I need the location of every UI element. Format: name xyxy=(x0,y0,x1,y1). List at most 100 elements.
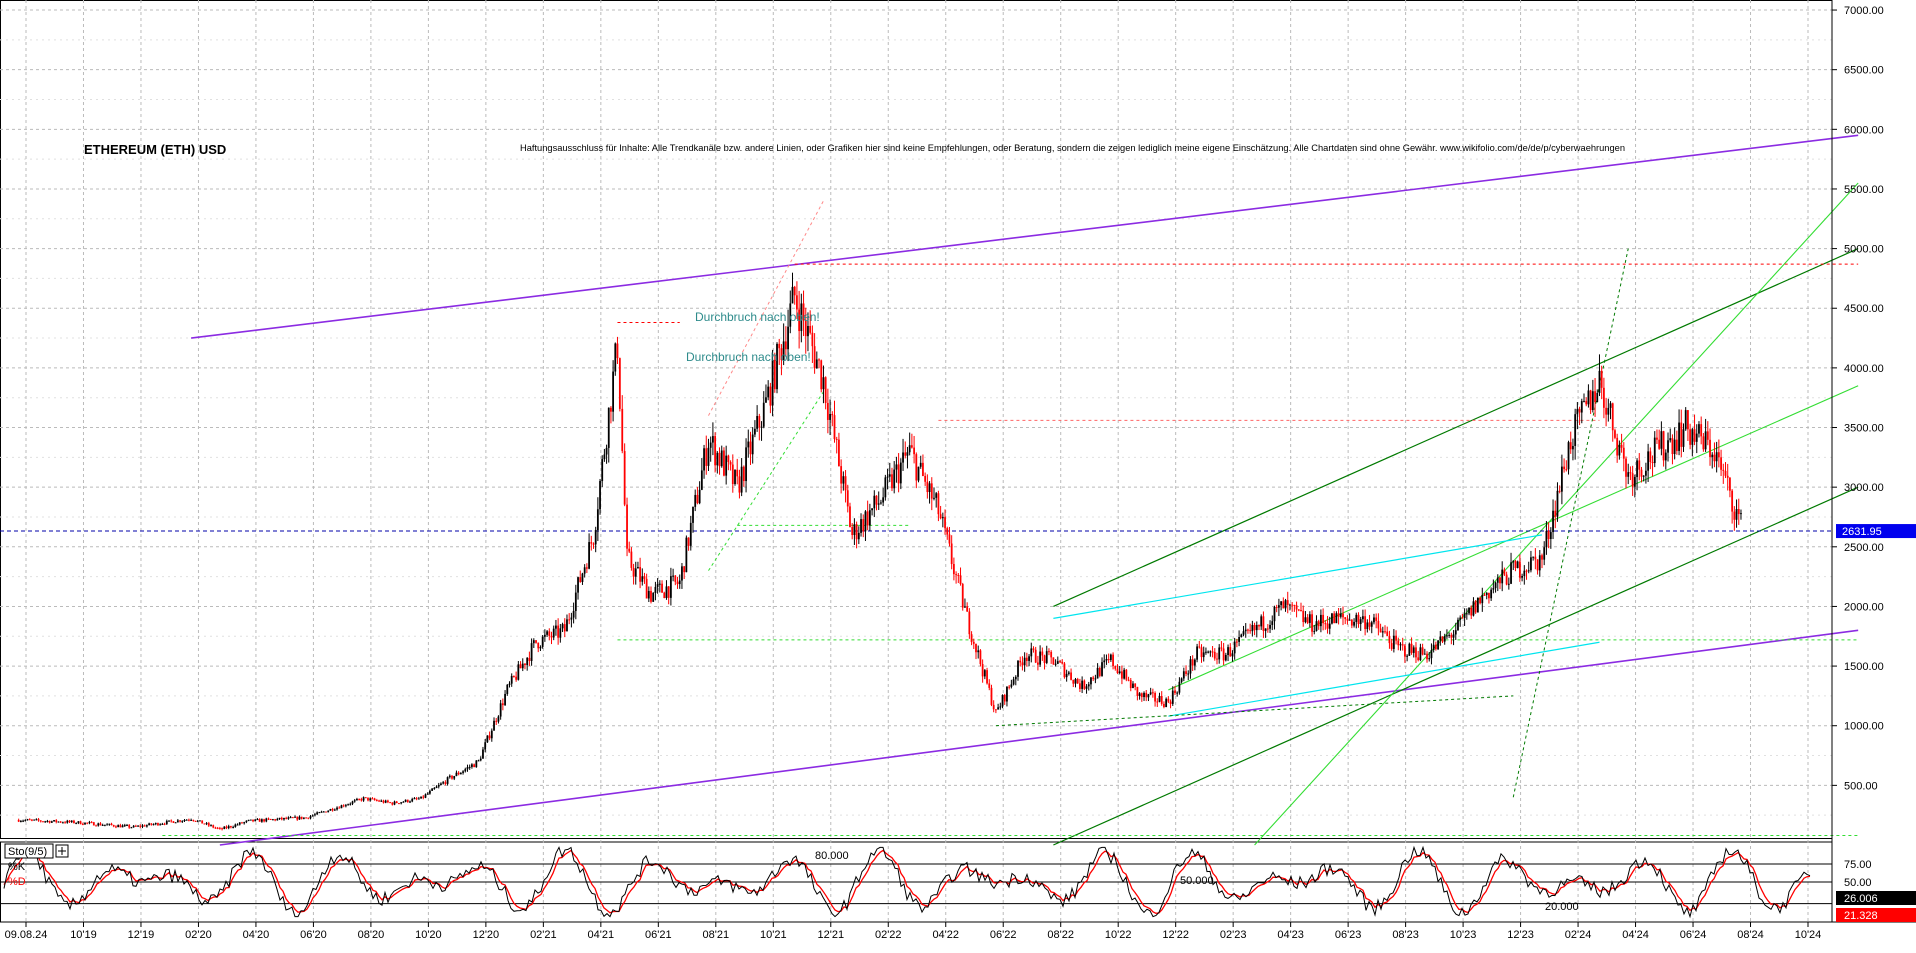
candle-body xyxy=(510,675,513,684)
candle-body xyxy=(1079,683,1081,689)
candle-body xyxy=(453,776,456,779)
candle-body xyxy=(875,495,878,505)
candle-body xyxy=(479,758,482,761)
candle-body xyxy=(1247,629,1249,631)
candle-body xyxy=(1083,680,1086,689)
candle-body xyxy=(592,543,595,545)
candle-body xyxy=(634,568,637,577)
chart-title: ETHEREUM (ETH) USD xyxy=(84,142,226,157)
candle-body xyxy=(285,817,288,819)
candle-body xyxy=(1242,631,1245,635)
candle-body xyxy=(1483,594,1486,596)
candle-body xyxy=(490,730,493,739)
candle-body xyxy=(1211,651,1214,653)
candle-body xyxy=(1061,661,1064,664)
candle-body xyxy=(1671,438,1674,455)
candle-body xyxy=(1134,683,1137,687)
candle-body xyxy=(1178,681,1181,693)
candle-body xyxy=(139,825,142,827)
candle-body xyxy=(1235,641,1238,643)
candle-body xyxy=(893,469,896,489)
candle-body xyxy=(1282,601,1285,609)
candle-body xyxy=(1286,600,1289,605)
candle-body xyxy=(1523,570,1526,576)
candle-body xyxy=(946,528,949,535)
candle-body xyxy=(1660,431,1663,449)
x-tick-label: 06'23 xyxy=(1335,929,1362,941)
candle-body xyxy=(1174,690,1176,694)
candle-body xyxy=(398,803,400,805)
candle-body xyxy=(1023,657,1026,666)
x-tick-label: 10'23 xyxy=(1450,929,1477,941)
candle-body xyxy=(734,469,736,485)
candle-body xyxy=(1260,616,1263,627)
candle-body xyxy=(462,771,464,773)
candle-body xyxy=(1698,424,1700,434)
lower-channel-line xyxy=(219,629,1859,846)
candle-body xyxy=(1143,692,1145,698)
candle-body xyxy=(813,346,816,369)
candle-body xyxy=(1039,651,1042,665)
candle-body xyxy=(1368,622,1371,627)
candle-body xyxy=(1229,647,1232,657)
candle-body xyxy=(882,497,885,503)
candle-body xyxy=(1149,692,1152,695)
candle-body xyxy=(964,606,966,608)
candle-body xyxy=(784,341,787,350)
candle-body xyxy=(132,825,135,828)
d-last-label: 21.328 xyxy=(1844,910,1878,922)
candle-body xyxy=(1196,646,1198,660)
candle-body xyxy=(163,823,166,825)
candle-body xyxy=(373,798,376,801)
candle-body xyxy=(185,819,188,821)
candle-body xyxy=(1541,555,1543,560)
candle-body xyxy=(168,820,170,822)
candle-body xyxy=(245,820,248,823)
candle-body xyxy=(1399,644,1402,646)
candle-body xyxy=(1302,610,1305,623)
candle-body xyxy=(340,805,343,809)
candle-body xyxy=(318,812,321,814)
candle-body xyxy=(234,824,237,827)
candle-body xyxy=(849,506,851,528)
candle-body xyxy=(1722,469,1725,471)
candle-body xyxy=(513,675,515,677)
candle-body xyxy=(800,303,803,332)
candle-body xyxy=(714,436,717,466)
candle-body xyxy=(64,822,67,824)
candle-body xyxy=(1501,569,1504,584)
candle-body xyxy=(1167,698,1170,702)
candle-body xyxy=(70,820,73,823)
candle-body xyxy=(471,764,473,767)
add-indicator-icon[interactable] xyxy=(55,844,69,858)
candle-body xyxy=(473,764,476,768)
candle-body xyxy=(44,821,47,823)
candle-body xyxy=(729,462,732,465)
candle-body xyxy=(871,508,873,511)
candle-body xyxy=(1275,606,1278,608)
candle-body xyxy=(316,812,319,815)
candle-body xyxy=(73,820,75,824)
candle-body xyxy=(1346,619,1349,621)
candle-body xyxy=(1421,647,1424,655)
candle-body xyxy=(1532,556,1535,558)
candle-body xyxy=(1441,636,1444,642)
candle-body xyxy=(555,625,557,629)
candle-body xyxy=(1645,470,1647,476)
candle-body xyxy=(557,625,560,638)
candle-body xyxy=(232,826,235,828)
candle-body xyxy=(1465,613,1468,615)
candle-body xyxy=(1693,429,1696,442)
candle-body xyxy=(1238,637,1240,642)
candle-body xyxy=(1521,575,1523,578)
candle-body xyxy=(307,817,310,819)
candle-body xyxy=(1313,630,1316,632)
candle-body xyxy=(320,811,323,813)
candle-body xyxy=(258,819,261,822)
candle-body xyxy=(928,483,931,493)
candle-body xyxy=(1704,431,1707,450)
candle-body xyxy=(1359,619,1362,625)
candle-body xyxy=(902,452,904,463)
x-tick-label: 04'21 xyxy=(588,929,615,941)
candle-body xyxy=(1277,605,1280,608)
